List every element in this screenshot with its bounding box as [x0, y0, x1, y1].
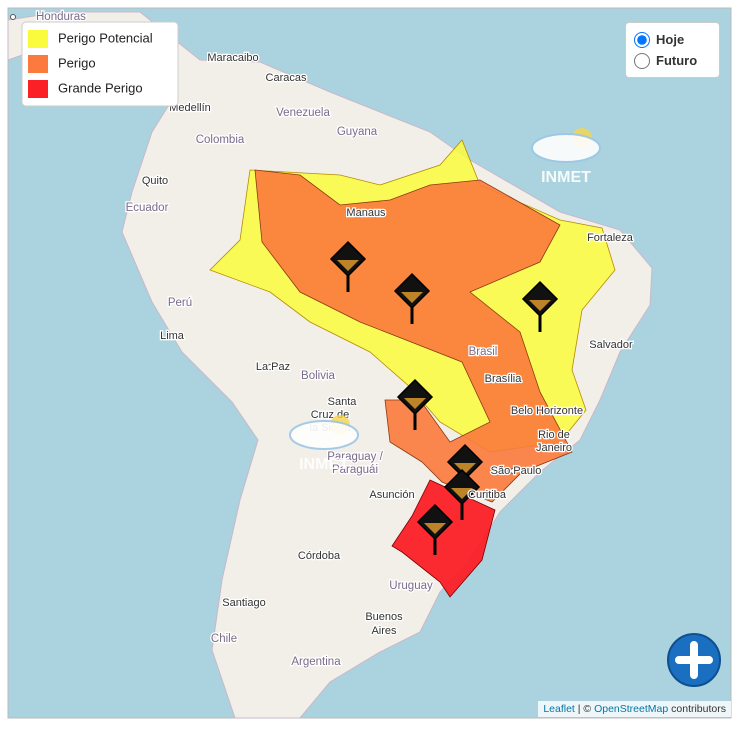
city-dot [360, 210, 366, 216]
country-label: Chile [211, 633, 237, 645]
city-label: Rio de [538, 429, 570, 441]
warning-icon [396, 378, 434, 416]
radio-option[interactable]: Hoje [634, 29, 711, 50]
city-dot [386, 492, 392, 498]
attribution-text: | © [574, 703, 595, 715]
city-dot [336, 399, 342, 405]
radio-hoje[interactable] [634, 31, 650, 48]
radio-futuro[interactable] [634, 52, 650, 69]
warning-icons [329, 240, 559, 555]
city-dot [510, 468, 516, 474]
city-dot [10, 14, 16, 20]
place-labels: Honduras Maracaibo Caracas Medellín Venezuel… [10, 10, 635, 669]
city-label: Brasília [485, 373, 523, 385]
country-label: Bolivia [301, 370, 335, 382]
watermark-cloud [289, 420, 359, 450]
city-dot [184, 105, 190, 111]
alert-orange-area [254, 169, 573, 503]
city-label: Janeiro [536, 442, 572, 454]
city-label: Santiago [222, 597, 265, 609]
legend: Perigo Potencial Perigo Grande Perigo [28, 30, 153, 98]
city-label: Aires [371, 625, 397, 637]
legend-box [21, 21, 179, 107]
city-label: Fortaleza [587, 232, 634, 244]
warning-icon-inner [404, 398, 426, 409]
city-label: La Paz [256, 361, 290, 373]
warning-icon-inner [401, 292, 423, 303]
city-label: São Paulo [491, 465, 542, 477]
city-label: Santa [328, 396, 358, 408]
country-label: Venezuela [276, 107, 330, 119]
city-label: Asunción [369, 489, 414, 501]
city-label: Manaus [346, 207, 386, 219]
city-label: Medellín [169, 102, 211, 114]
warning-icon [329, 240, 367, 278]
warning-icon [521, 280, 559, 318]
radio-label: Futuro [656, 53, 698, 68]
warning-icon-inner [337, 260, 359, 271]
city-label: Curitiba [468, 489, 507, 501]
city-label: Maracaibo [207, 52, 258, 64]
city-dot [378, 614, 384, 620]
warning-icon-inner [529, 300, 551, 311]
city-label: Lima [160, 330, 185, 342]
warning-icon-inner [454, 463, 476, 474]
watermark: INMET [299, 456, 349, 473]
city-dot [166, 333, 172, 339]
leaflet-link[interactable]: Leaflet [543, 703, 575, 715]
country-label: Honduras [36, 11, 86, 23]
warning-icon [443, 468, 481, 506]
city-dot [313, 553, 319, 559]
country-label: Ecuador [126, 202, 169, 214]
city-dot [280, 75, 286, 81]
country-label: Brasil [469, 346, 498, 358]
legend-label: Perigo [58, 55, 96, 70]
watermark-cloud [531, 133, 601, 163]
city-dot [541, 408, 547, 414]
radio-label: Hoje [656, 32, 685, 47]
legend-label: Perigo Potencial [58, 30, 153, 45]
city-label: Belo Horizonte [511, 405, 583, 417]
add-icon [675, 641, 713, 679]
city-label: Quito [142, 175, 168, 187]
warning-icon [393, 272, 431, 310]
legend-swatch [28, 55, 48, 73]
city-dot [149, 178, 155, 184]
country-label: Perú [168, 297, 192, 309]
city-label: Buenos [365, 611, 403, 623]
country-label: Guyana [337, 126, 378, 138]
radio-option[interactable]: Futuro [634, 50, 711, 71]
legend-swatch [28, 80, 48, 98]
day-selector: Hoje Futuro [625, 22, 720, 78]
warning-icon-inner [451, 488, 473, 499]
warning-icon [416, 503, 454, 541]
city-dot [605, 342, 611, 348]
city-dot [497, 376, 503, 382]
legend-label: Grande Perigo [58, 80, 143, 95]
country-label: Paraguái [332, 464, 378, 476]
city-label: Córdoba [298, 550, 341, 562]
city-label: Salvador [589, 339, 633, 351]
country-label: Colombia [196, 134, 245, 146]
city-label: Caracas [266, 72, 307, 84]
country-label: Paraguay / [327, 451, 383, 463]
country-label: Argentina [291, 656, 341, 668]
country-label: Uruguay [389, 580, 433, 592]
osm-link[interactable]: OpenStreetMap [594, 703, 669, 715]
attribution: Leaflet | © OpenStreetMap contributors [538, 701, 731, 717]
warning-icon-inner [424, 523, 446, 534]
alert-red-area [391, 479, 496, 598]
city-dot [238, 600, 244, 606]
city-dot [267, 364, 273, 370]
legend-swatch [28, 30, 48, 48]
watermark: INMET [541, 169, 591, 186]
attribution-text: contributors [668, 703, 726, 715]
